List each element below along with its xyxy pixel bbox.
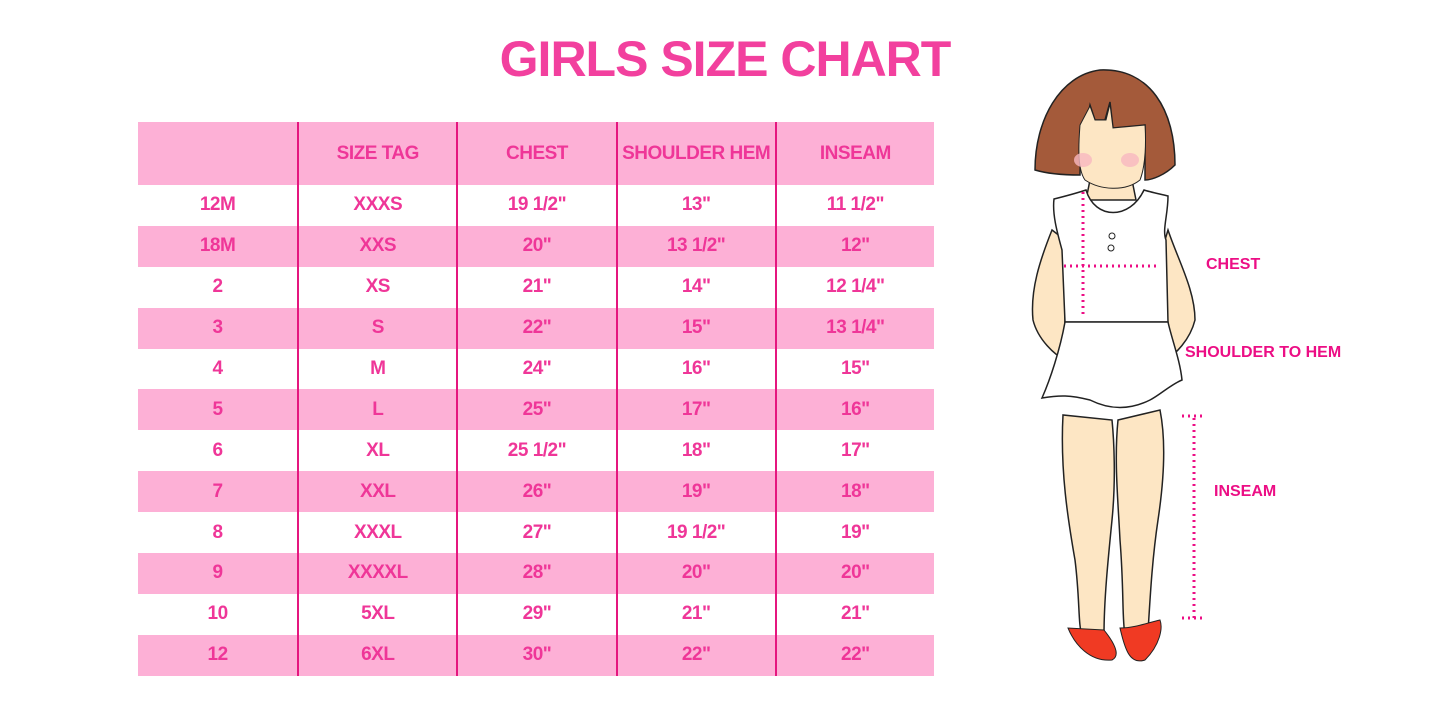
- table-cell: 19 1/2": [456, 185, 615, 226]
- table-row: 6 XL 25 1/2" 18" 17": [138, 430, 934, 472]
- table-cell: 13 1/4": [774, 307, 934, 349]
- table-cell: 5: [212, 398, 224, 420]
- table-cell: 13 1/2": [615, 225, 775, 267]
- shoulder-to-hem-label: SHOULDER TO HEM: [1185, 344, 1342, 361]
- table-cell: 27": [456, 512, 615, 554]
- table-cell: 12M: [199, 194, 236, 216]
- table-cell: 13": [615, 185, 775, 226]
- table-cell: M: [297, 348, 456, 390]
- table-cell: 11 1/2": [774, 185, 934, 226]
- table-cell: XXXXL: [297, 553, 456, 594]
- table-cell: XXS: [297, 225, 456, 267]
- table-cell: 19": [774, 512, 934, 554]
- table-row: 8 XXXL 27" 19 1/2" 19": [138, 512, 934, 554]
- table-row: 5 L 25" 17" 16": [138, 389, 934, 431]
- table-cell: 12": [774, 225, 934, 267]
- header-cell: INSEAM: [774, 122, 934, 185]
- table-cell: 22": [774, 634, 934, 676]
- table-cell: 29": [456, 593, 615, 635]
- table-cell: 18": [774, 471, 934, 513]
- table-cell: 20": [774, 553, 934, 594]
- table-cell: 7: [212, 480, 224, 502]
- table-cell: 16": [615, 348, 775, 390]
- table-cell: 6XL: [297, 634, 456, 676]
- table-cell: 15": [615, 307, 775, 349]
- table-cell: 17": [774, 430, 934, 472]
- inseam-label: INSEAM: [1214, 483, 1277, 500]
- table-cell: 21": [774, 593, 934, 635]
- table-row: 7 XXL 26" 19" 18": [138, 471, 934, 513]
- table-cell: 28": [456, 553, 615, 594]
- table-cell: 22": [456, 307, 615, 349]
- table-row: 12M XXXS 19 1/2" 13" 11 1/2": [138, 185, 934, 226]
- table-cell: XL: [297, 430, 456, 472]
- table-header-row: SIZE TAG CHEST SHOULDER HEM INSEAM: [138, 122, 934, 185]
- table-cell: 25": [456, 389, 615, 431]
- header-cell: CHEST: [456, 122, 615, 185]
- table-cell: 10: [207, 603, 229, 625]
- table-cell: 2: [212, 276, 224, 298]
- table-row: 18M XXS 20" 13 1/2" 12": [138, 225, 934, 267]
- table-cell: 12 1/4": [774, 266, 934, 308]
- table-cell: 12: [207, 644, 229, 666]
- table-cell: 6: [212, 439, 224, 461]
- header-cell: SHOULDER HEM: [615, 122, 775, 185]
- table-cell: 3: [212, 317, 224, 339]
- table-cell: 24": [456, 348, 615, 390]
- table-cell: 22": [615, 634, 775, 676]
- page-title: GIRLS SIZE CHART: [499, 31, 952, 87]
- table-cell: 17": [615, 389, 775, 431]
- table-cell: L: [297, 389, 456, 431]
- table-row: 2 XS 21" 14" 12 1/4": [138, 266, 934, 308]
- table-cell: 16": [774, 389, 934, 431]
- table-cell: XXXS: [297, 185, 456, 226]
- table-row: 3 S 22" 15" 13 1/4": [138, 307, 934, 349]
- table-cell: 20": [456, 225, 615, 267]
- table-cell: XS: [297, 266, 456, 308]
- table-cell: 21": [615, 593, 775, 635]
- table-cell: 5XL: [297, 593, 456, 635]
- table-row: 4 M 24" 16" 15": [138, 348, 934, 390]
- table-cell: 14": [615, 266, 775, 308]
- table-cell: 30": [456, 634, 615, 676]
- table-cell: XXXL: [297, 512, 456, 554]
- table-cell: 15": [774, 348, 934, 390]
- header-cell: SIZE TAG: [297, 122, 456, 185]
- table-cell: 19": [615, 471, 775, 513]
- table-cell: 18M: [199, 235, 236, 257]
- table-cell: 20": [615, 553, 775, 594]
- size-chart-table: SIZE TAG CHEST SHOULDER HEM INSEAM 12M XX…: [138, 122, 934, 676]
- table-row: 10 5XL 29" 21" 21": [138, 593, 934, 635]
- table-cell: 19 1/2": [615, 512, 775, 554]
- table-cell: 25 1/2": [456, 430, 615, 472]
- table-row: 12 6XL 30" 22" 22": [138, 634, 934, 676]
- table-cell: 8: [212, 521, 224, 543]
- table-cell: XXL: [297, 471, 456, 513]
- table-cell: 4: [212, 358, 224, 379]
- table-cell: 21": [456, 266, 615, 308]
- table-row: 9 XXXXL 28" 20" 20": [138, 553, 934, 594]
- table-cell: S: [297, 307, 456, 349]
- chest-label: CHEST: [1206, 256, 1261, 273]
- table-cell: 18": [615, 430, 775, 472]
- table-cell: 26": [456, 471, 615, 513]
- table-cell: 9: [212, 562, 224, 584]
